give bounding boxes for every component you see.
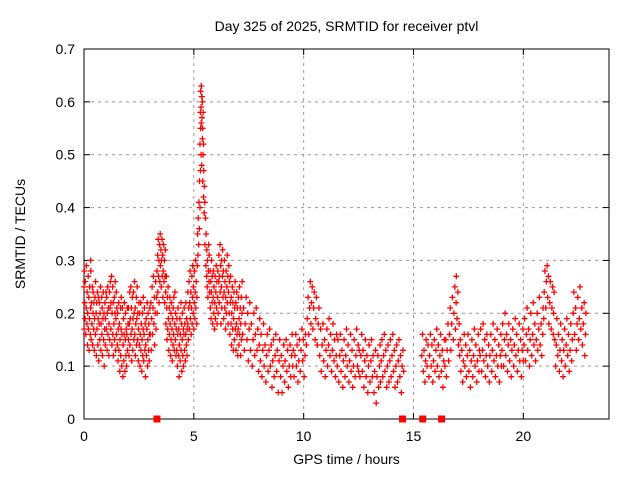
- svg-text:15: 15: [406, 428, 422, 444]
- axis-gap-markers: [153, 415, 446, 423]
- chart-title: Day 325 of 2025, SRMTID for receiver ptv…: [214, 18, 479, 34]
- svg-text:0.5: 0.5: [56, 147, 76, 163]
- svg-text:0.3: 0.3: [56, 252, 76, 268]
- scatter-series-srmtid: [81, 83, 589, 407]
- axis-ticks: [83, 48, 609, 420]
- svg-text:0.2: 0.2: [56, 305, 76, 321]
- gridlines: [84, 49, 609, 419]
- svg-text:10: 10: [296, 428, 312, 444]
- y-tick-labels: 0 0.1 0.2 0.3 0.4 0.5 0.6 0.7: [56, 41, 76, 427]
- svg-text:20: 20: [516, 428, 532, 444]
- svg-text:0: 0: [67, 411, 75, 427]
- svg-text:0.1: 0.1: [56, 358, 76, 374]
- svg-text:0.6: 0.6: [56, 94, 76, 110]
- x-axis-label: GPS time / hours: [293, 451, 400, 467]
- svg-text:0.4: 0.4: [56, 200, 76, 216]
- x-tick-labels: 0 5 10 15 20: [80, 428, 531, 444]
- y-axis-label: SRMTID / TECUs: [12, 178, 28, 290]
- svg-text:0.7: 0.7: [56, 41, 76, 57]
- svg-text:0: 0: [80, 428, 88, 444]
- plot-border: [83, 48, 610, 420]
- svg-text:5: 5: [190, 428, 198, 444]
